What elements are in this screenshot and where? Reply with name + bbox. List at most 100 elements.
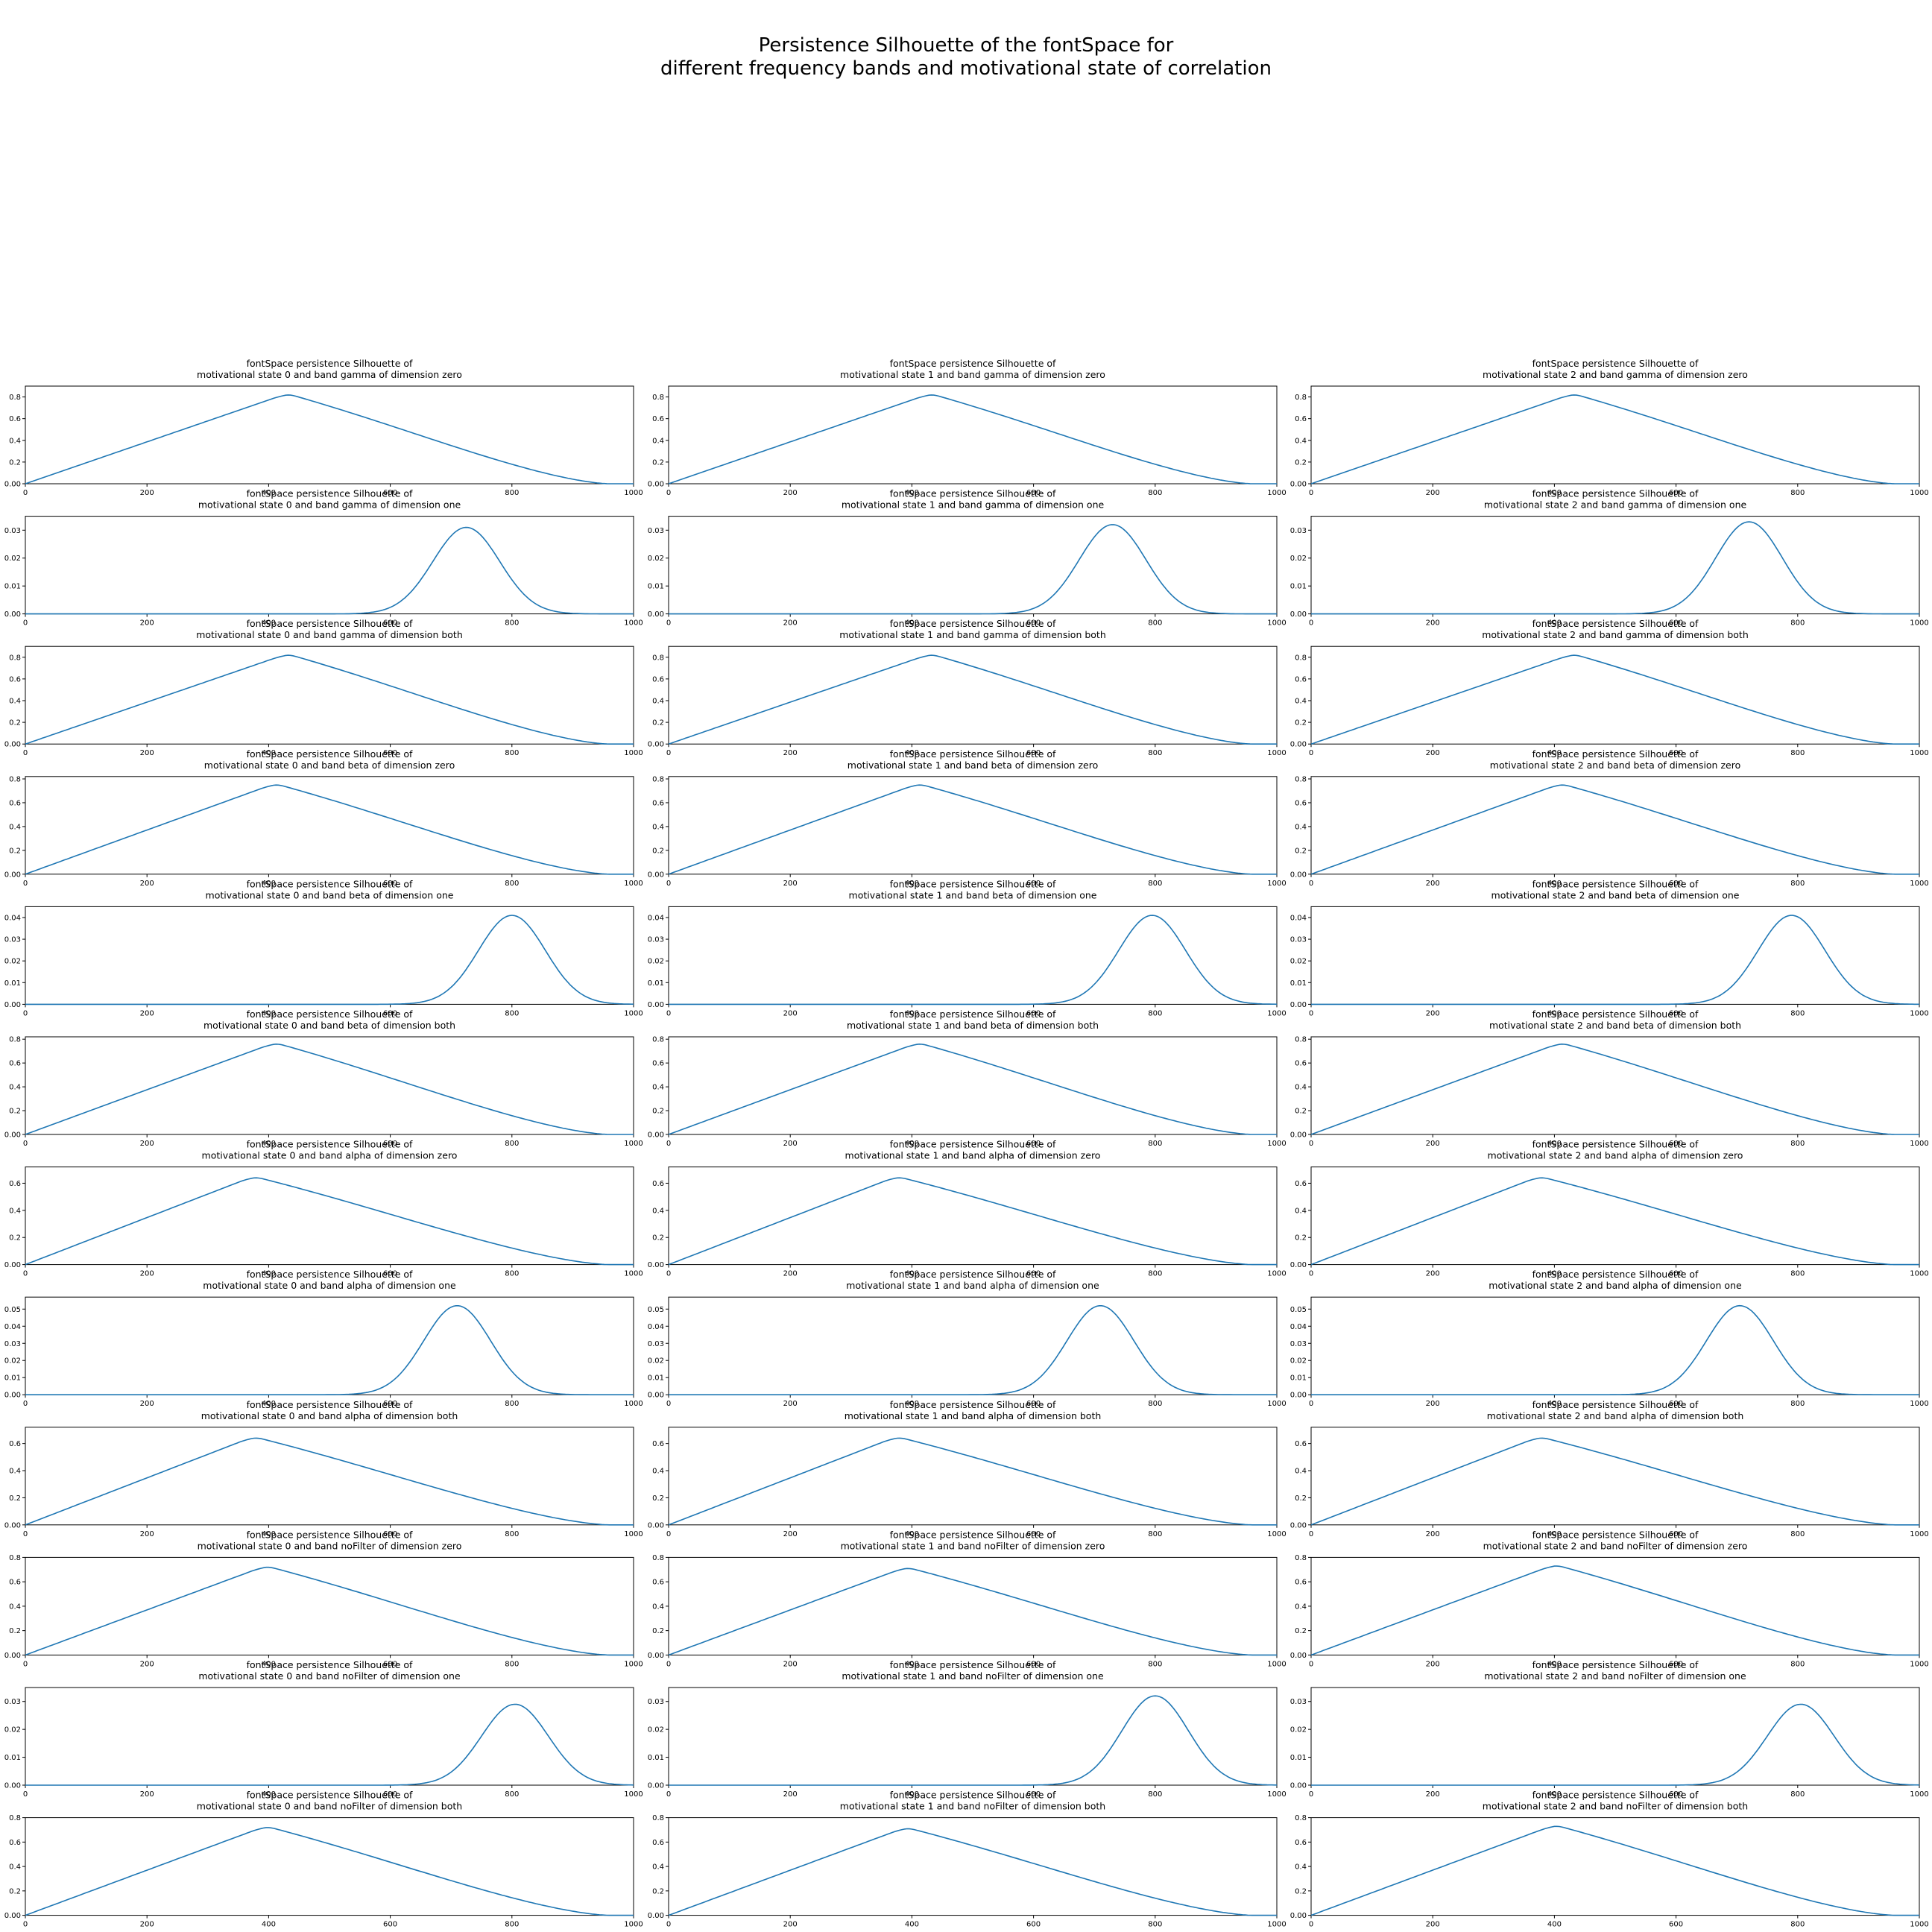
y-tick-label: 0.00	[4, 1001, 21, 1009]
y-tick-label: 0.4	[1295, 437, 1307, 445]
silhouette-line	[1311, 521, 1919, 615]
subplot-title-line: fontSpace persistence Silhouette of	[1532, 358, 1699, 369]
subplot-title-line: motivational state 2 and band gamma of d…	[1482, 629, 1749, 640]
y-tick-label: 0.4	[9, 1603, 21, 1611]
x-tick-label: 200	[1426, 749, 1440, 757]
x-tick-label: 600	[383, 749, 397, 757]
axes-frame	[668, 1556, 1278, 1655]
silhouette-line	[1311, 915, 1919, 1006]
silhouette-line	[669, 1305, 1277, 1395]
subplot-1-0: fontSpace persistence Silhouette ofmotiv…	[4, 488, 643, 628]
x-tick-label: 600	[383, 619, 397, 628]
x-tick-label: 800	[1148, 489, 1162, 497]
x-tick-label: 800	[1790, 1790, 1805, 1799]
subplot-title-line: motivational state 1 and band alpha of d…	[845, 1410, 1102, 1421]
y-tick-label: 0.2	[9, 719, 21, 727]
y-tick-label: 0.8	[1295, 1554, 1307, 1562]
axes-frame	[25, 776, 634, 875]
x-tick-label: 200	[1426, 1140, 1440, 1148]
x-tick-label: 0	[23, 489, 28, 497]
x-tick-label: 400	[262, 880, 276, 888]
subplot-4-0: fontSpace persistence Silhouette ofmotiv…	[4, 878, 643, 1017]
x-tick-label: 1000	[1910, 1790, 1928, 1799]
y-tick-label: 0.03	[4, 527, 21, 535]
x-tick-label: 400	[262, 1009, 276, 1017]
subplot-11-1: fontSpace persistence Silhouette ofmotiv…	[648, 1790, 1287, 1929]
x-tick-label: 800	[1148, 880, 1162, 888]
x-tick-label: 1000	[1267, 1921, 1286, 1929]
y-tick-label: 0.6	[9, 1440, 21, 1448]
subplot-6-0: fontSpace persistence Silhouette ofmotiv…	[4, 1139, 643, 1278]
y-tick-label: 0.03	[1290, 936, 1307, 944]
y-tick-label: 0.4	[1295, 1084, 1307, 1092]
y-tick-label: 0.01	[4, 979, 21, 988]
y-tick-label: 0.01	[1290, 1754, 1307, 1762]
subplot-4-1: fontSpace persistence Silhouette ofmotiv…	[648, 878, 1287, 1017]
subplot-title-line: motivational state 0 and band alpha of d…	[201, 1410, 458, 1421]
y-tick-label: 0.02	[1290, 555, 1307, 563]
y-tick-label: 0.00	[4, 871, 21, 879]
y-tick-label: 0.6	[652, 1579, 664, 1587]
subplot-title-line: motivational state 0 and band alpha of d…	[203, 1280, 456, 1291]
subplot-9-2: fontSpace persistence Silhouette ofmotiv…	[1290, 1529, 1929, 1668]
x-tick-label: 800	[505, 1270, 519, 1278]
x-tick-label: 1000	[1267, 1660, 1286, 1668]
y-tick-label: 0.00	[1290, 1392, 1307, 1400]
axes-frame	[668, 645, 1278, 745]
y-tick-label: 0.6	[1295, 675, 1307, 684]
subplot-title-line: motivational state 2 and band beta of di…	[1490, 760, 1740, 771]
y-tick-label: 0.01	[4, 583, 21, 591]
silhouette-line	[669, 915, 1278, 1006]
y-tick-label: 0.6	[652, 1440, 664, 1448]
subplot-title-line: fontSpace persistence Silhouette of	[890, 488, 1056, 499]
x-tick-label: 800	[1790, 1660, 1805, 1668]
x-tick-label: 600	[1669, 1530, 1683, 1538]
silhouette-line	[668, 654, 1277, 745]
y-tick-label: 0.02	[648, 958, 664, 966]
x-tick-label: 200	[140, 1660, 154, 1668]
y-tick-label: 0.8	[1295, 1036, 1307, 1044]
silhouette-line	[668, 1568, 1277, 1656]
y-tick-label: 0.01	[4, 1374, 21, 1383]
x-tick-label: 800	[505, 1140, 519, 1148]
x-tick-label: 200	[140, 1140, 154, 1148]
y-tick-label: 0.8	[1295, 654, 1307, 662]
y-tick-label: 0.01	[648, 1374, 664, 1383]
y-tick-label: 0.6	[652, 415, 664, 423]
y-tick-label: 0.00	[648, 1521, 664, 1530]
y-tick-label: 0.6	[652, 1060, 664, 1068]
x-tick-label: 600	[1026, 619, 1041, 628]
x-tick-label: 1000	[1267, 1140, 1286, 1148]
axes-frame	[668, 1296, 1278, 1395]
subplot-title-line: motivational state 0 and band noFilter o…	[198, 1670, 461, 1682]
y-tick-label: 0.00	[1290, 1001, 1307, 1009]
y-tick-label: 0.2	[1295, 1108, 1307, 1116]
x-tick-label: 200	[783, 1009, 798, 1017]
y-tick-label: 0.8	[9, 394, 21, 402]
y-tick-label: 0.00	[648, 1652, 664, 1660]
y-tick-label: 0.4	[1295, 823, 1307, 831]
y-tick-label: 0.00	[1290, 1521, 1307, 1530]
y-tick-label: 0.4	[9, 1084, 21, 1092]
x-tick-label: 800	[1148, 1270, 1162, 1278]
axes-frame	[1310, 1817, 1920, 1916]
axes-frame	[25, 1687, 634, 1786]
y-tick-label: 0.00	[4, 1261, 21, 1269]
figure-suptitle: Persistence Silhouette of the fontSpace …	[660, 34, 1272, 80]
y-tick-label: 0.4	[1295, 1207, 1307, 1215]
subplot-title-line: fontSpace persistence Silhouette of	[1532, 1529, 1699, 1540]
subplot-title-line: fontSpace persistence Silhouette of	[1532, 1269, 1699, 1280]
x-tick-label: 200	[783, 1140, 798, 1148]
x-tick-label: 1000	[624, 1660, 643, 1668]
x-tick-label: 400	[1547, 1009, 1562, 1017]
silhouette-line	[1311, 1304, 1919, 1395]
y-tick-label: 0.03	[1290, 527, 1307, 535]
x-tick-label: 600	[1669, 1921, 1683, 1929]
x-tick-label: 400	[905, 1921, 919, 1929]
x-tick-label: 600	[1669, 619, 1683, 628]
y-tick-label: 0.2	[652, 719, 664, 727]
y-tick-label: 0.00	[1290, 610, 1307, 619]
x-tick-label: 200	[1426, 489, 1440, 497]
x-tick-label: 0	[23, 619, 28, 628]
x-tick-label: 800	[1790, 749, 1805, 757]
